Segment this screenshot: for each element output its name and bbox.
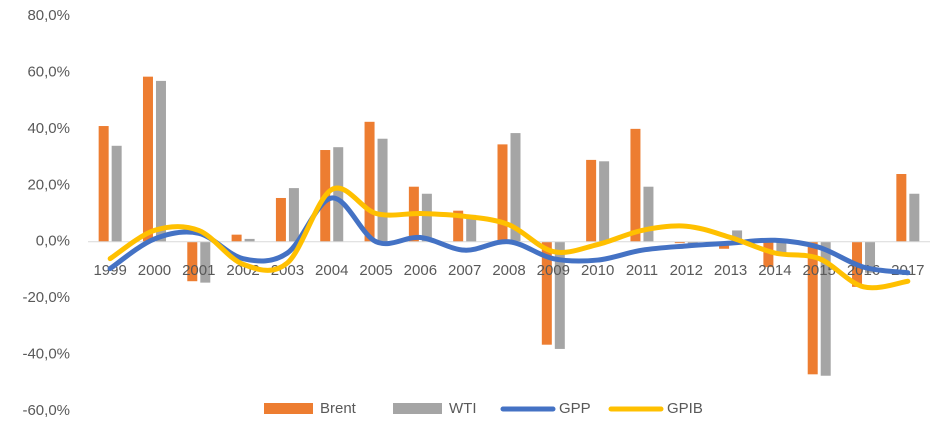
x-tick-label: 2009 (537, 262, 570, 279)
x-tick-label: 2001 (182, 262, 215, 279)
x-tick-label: 2010 (581, 262, 614, 279)
bar (497, 144, 508, 242)
x-tick-label: 2008 (492, 262, 525, 279)
y-tick-label: -40,0% (22, 346, 70, 363)
bar (466, 214, 477, 242)
bar (541, 241, 552, 345)
legend-label: WTI (449, 400, 477, 417)
y-tick-label: 0,0% (36, 233, 70, 250)
x-tick-label: 2012 (670, 262, 703, 279)
bar (732, 230, 743, 242)
bar (599, 161, 610, 242)
legend-label: GPIB (667, 400, 703, 417)
bar (807, 241, 818, 375)
x-tick-label: 2005 (359, 262, 392, 279)
legend-label: Brent (320, 400, 357, 417)
bar (865, 241, 876, 273)
x-tick-label: 2014 (758, 262, 791, 279)
x-tick-label: 2007 (448, 262, 481, 279)
bar (98, 126, 109, 242)
bar (231, 234, 242, 242)
y-tick-label: 80,0% (27, 7, 70, 24)
y-tick-label: 40,0% (27, 120, 70, 137)
bar (288, 188, 299, 242)
bar (643, 186, 654, 242)
bar (333, 147, 344, 242)
y-tick-label: -60,0% (22, 402, 70, 419)
legend-swatch (264, 403, 313, 414)
bar (896, 174, 907, 242)
x-tick-label: 2004 (315, 262, 348, 279)
bar (421, 193, 432, 242)
bar (763, 241, 774, 268)
bar (155, 80, 166, 242)
y-tick-label: 20,0% (27, 176, 70, 193)
bar (630, 128, 641, 242)
bar (776, 241, 787, 256)
x-tick-label: 2011 (626, 262, 658, 279)
bar (275, 197, 286, 242)
bar (200, 241, 211, 283)
bar (453, 210, 464, 242)
bar (674, 241, 685, 244)
legend-label: GPP (559, 400, 591, 417)
bar (142, 76, 153, 242)
bar (111, 145, 122, 242)
bar (510, 133, 521, 242)
bar (586, 159, 597, 242)
x-tick-label: 2006 (404, 262, 437, 279)
x-tick-label: 2000 (138, 262, 171, 279)
bar (377, 138, 388, 242)
bar (364, 121, 375, 242)
x-tick-label: 2015 (803, 262, 836, 279)
bar (909, 193, 920, 242)
legend-swatch (393, 403, 442, 414)
y-tick-label: 60,0% (27, 63, 70, 80)
bar (820, 241, 831, 376)
line (107, 195, 911, 276)
line (107, 185, 911, 291)
bar (244, 238, 255, 242)
x-tick-label: 2013 (714, 262, 747, 279)
y-tick-label: -20,0% (22, 289, 70, 306)
bar (187, 241, 198, 282)
bar (554, 241, 565, 349)
